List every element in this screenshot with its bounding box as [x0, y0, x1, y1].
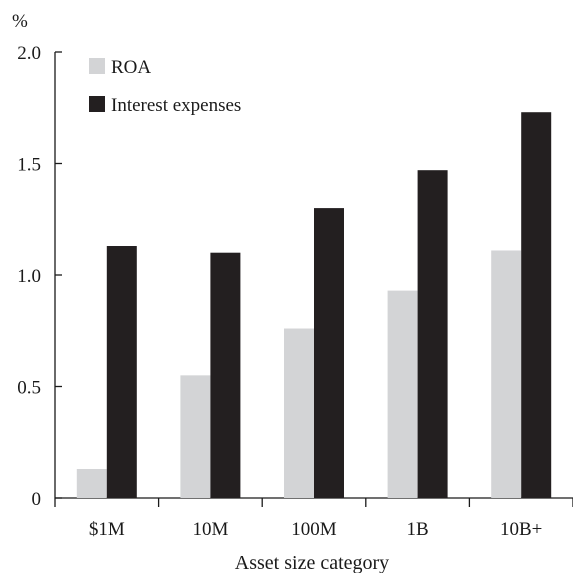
bars	[76, 112, 552, 499]
legend-swatch-roa	[89, 58, 105, 74]
x-tick-label: 10B+	[500, 519, 542, 540]
bar-roa-3	[387, 290, 418, 498]
legend-swatch-interest-expenses	[89, 96, 105, 112]
x-axis-title: Asset size category	[235, 552, 389, 573]
bar-interest-expenses-2	[314, 208, 344, 498]
bar-roa-4	[491, 250, 522, 498]
y-tick-label: 2.0	[17, 43, 41, 64]
bar-interest-expenses-3	[417, 170, 448, 498]
x-tick-label: 100M	[291, 519, 337, 540]
y-unit-label: %	[12, 11, 28, 32]
bar-roa-0	[76, 469, 107, 498]
y-tick-label: 1.0	[17, 266, 41, 287]
y-tick-label: 0	[32, 489, 42, 510]
legend: ROA Interest expenses	[89, 57, 241, 116]
x-tick-label: 1B	[407, 519, 429, 540]
legend-label-interest-expenses: Interest expenses	[111, 95, 241, 116]
x-tick-label: 10M	[192, 519, 228, 540]
legend-label-roa: ROA	[111, 57, 151, 78]
y-ticks: 0 0.5 1.0 1.5 2.0	[17, 43, 62, 510]
x-tick-label: $1M	[89, 519, 125, 540]
bar-interest-expenses-1	[210, 252, 241, 498]
bar-roa-2	[284, 328, 314, 498]
bar-roa-1	[180, 375, 211, 498]
x-ticks: $1M 10M 100M 1B 10B+	[54, 498, 573, 540]
y-tick-label: 1.5	[17, 155, 41, 176]
y-tick-label: 0.5	[17, 378, 41, 399]
bar-interest-expenses-4	[521, 112, 552, 499]
bar-interest-expenses-0	[106, 246, 137, 498]
